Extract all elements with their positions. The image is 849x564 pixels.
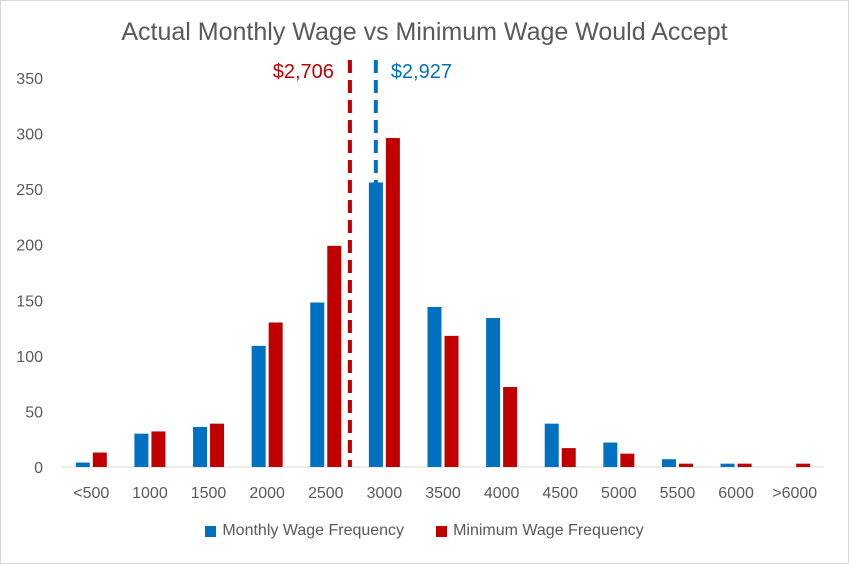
bar-minimum-8 [561, 448, 576, 467]
bar-monthly-4 [310, 302, 325, 467]
bar-minimum-1 [151, 431, 166, 467]
x-tick-label: >6000 [772, 485, 817, 502]
bar-minimum-6 [444, 335, 459, 467]
bar-minimum-3 [268, 322, 283, 467]
y-tick-label: 0 [34, 460, 43, 477]
x-tick-label: 1500 [191, 485, 227, 502]
bar-monthly-8 [544, 423, 559, 467]
y-tick-label: 350 [16, 71, 43, 88]
bar-minimum-9 [620, 453, 635, 467]
y-tick-label: 300 [16, 127, 43, 144]
bar-monthly-7 [486, 318, 501, 467]
bar-monthly-3 [251, 345, 266, 467]
x-tick-label: 4000 [484, 485, 520, 502]
x-tick-label: 2000 [249, 485, 285, 502]
legend-swatch-minimum [436, 525, 448, 537]
legend-label-minimum: Minimum Wage Frequency [453, 522, 644, 539]
bar-monthly-1 [134, 433, 149, 467]
x-tick-label: 5000 [601, 485, 637, 502]
bar-minimum-5 [385, 138, 400, 467]
reference-label-0: $2,706 [273, 61, 334, 83]
legend-item-monthly: Monthly Wage Frequency [205, 522, 404, 540]
legend-item-minimum: Minimum Wage Frequency [436, 522, 644, 540]
x-tick-label: 1000 [132, 485, 168, 502]
y-tick-label: 250 [16, 182, 43, 199]
bar-minimum-12 [796, 463, 811, 467]
x-tick-label: <500 [73, 485, 109, 502]
y-tick-label: 200 [16, 238, 43, 255]
chart-title: Actual Monthly Wage vs Minimum Wage Woul… [121, 18, 728, 46]
bar-minimum-2 [210, 423, 225, 467]
bar-minimum-4 [327, 245, 342, 467]
x-tick-label: 4500 [542, 485, 578, 502]
y-tick-label: 50 [25, 404, 43, 421]
bar-minimum-0 [92, 452, 107, 467]
legend-swatch-monthly [205, 525, 217, 537]
bar-monthly-0 [75, 462, 90, 467]
bar-monthly-10 [661, 459, 676, 467]
bar-minimum-11 [737, 463, 752, 467]
bar-monthly-6 [427, 306, 442, 467]
x-tick-label: 3500 [425, 485, 461, 502]
y-tick-label: 100 [16, 349, 43, 366]
x-tick-label: 3000 [367, 485, 403, 502]
x-tick-label: 6000 [718, 485, 754, 502]
bar-minimum-7 [503, 386, 518, 467]
x-tick-label: 2500 [308, 485, 344, 502]
legend-label-monthly: Monthly Wage Frequency [222, 522, 405, 539]
x-tick-label: 5500 [660, 485, 696, 502]
bar-monthly-11 [720, 463, 735, 467]
chart-legend: Monthly Wage Frequency Minimum Wage Freq… [0, 522, 849, 540]
bar-monthly-2 [193, 426, 208, 467]
y-tick-label: 150 [16, 293, 43, 310]
bar-minimum-10 [678, 463, 693, 467]
reference-label-1: $2,927 [391, 61, 452, 83]
bar-monthly-9 [603, 442, 618, 467]
